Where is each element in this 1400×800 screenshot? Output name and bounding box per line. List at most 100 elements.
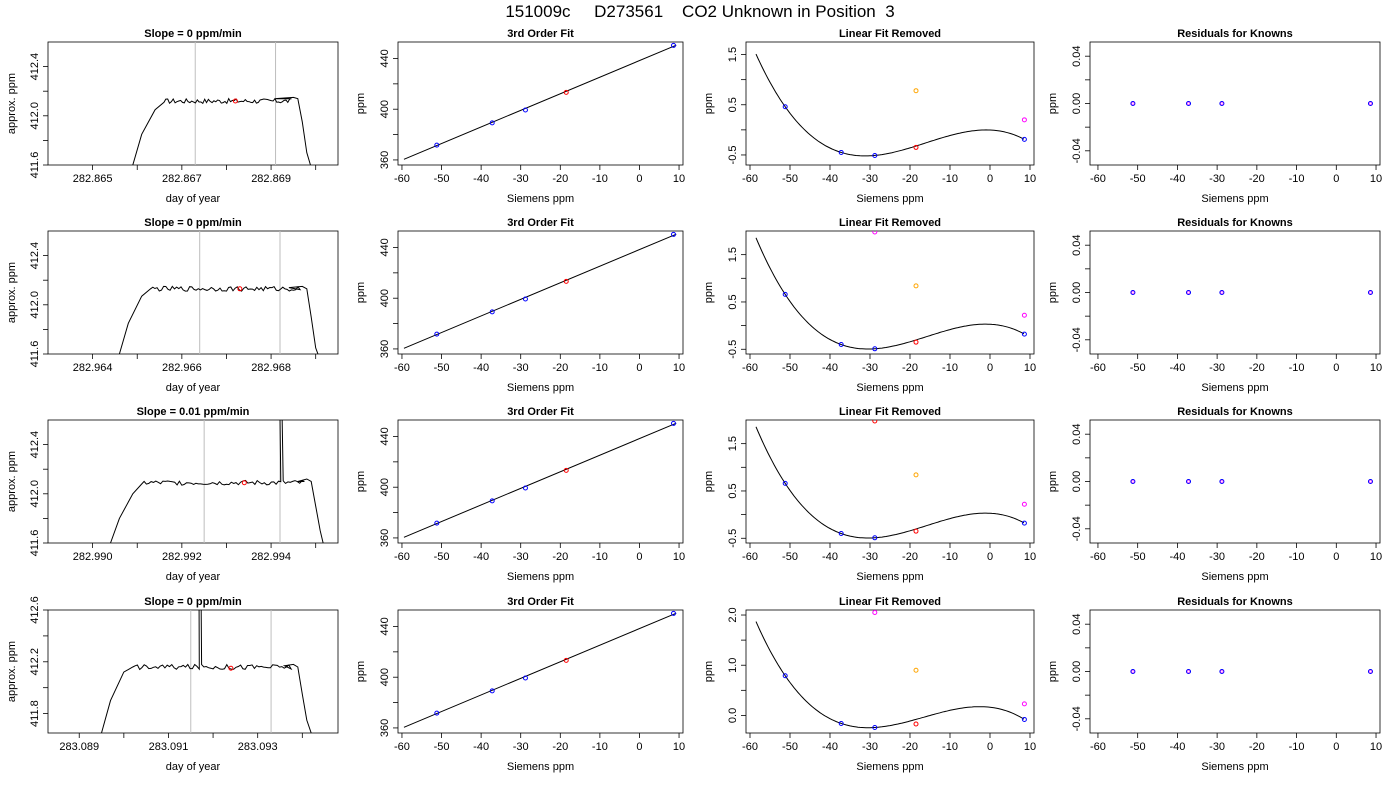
- residual-overlay: [1368, 102, 1372, 106]
- known-point: [489, 688, 495, 694]
- x-tick-label: -10: [1289, 362, 1305, 374]
- x-tick-label: -50: [1130, 362, 1146, 374]
- residual-overlay: [1131, 290, 1135, 294]
- panel-3-1: Slope = 0.01 ppm/min 282.990 282.992 282.99…: [6, 406, 339, 583]
- x-tick-label: -30: [862, 173, 878, 185]
- plot-frame: [745, 609, 1035, 734]
- x-tick-label: -20: [1249, 173, 1265, 185]
- x-tick-label: 0: [636, 741, 642, 753]
- known-point: [1367, 479, 1373, 484]
- x-tick-label: -60: [742, 551, 758, 563]
- extra-point: [1021, 701, 1027, 707]
- residual-overlay: [1187, 669, 1191, 673]
- y-tick-label: -0.04: [1071, 327, 1083, 352]
- y-tick-label: 412.0: [29, 480, 41, 508]
- residual-overlay: [1220, 669, 1224, 673]
- x-tick-label: -50: [434, 551, 450, 563]
- extra-point: [872, 610, 878, 616]
- x-axis-label: day of year: [166, 761, 221, 773]
- plot-frame: [1089, 41, 1381, 166]
- x-tick-label: 0: [636, 551, 642, 563]
- panel-2-2: 3rd Order Fit -60 -50 -40 -30 -20 -10 0 10 360 400…: [355, 217, 685, 394]
- plot-area: [1130, 669, 1373, 674]
- y-tick-label: 411.6: [29, 341, 41, 368]
- fit-line: [403, 422, 677, 538]
- known-point: [1021, 136, 1027, 142]
- y-tick-label: 2.0: [727, 607, 739, 622]
- plot-area: [755, 610, 1027, 730]
- known-point: [1021, 520, 1027, 526]
- x-tick-label: -30: [513, 173, 529, 185]
- x-tick-label: -30: [513, 362, 529, 374]
- unknown-point: [563, 467, 569, 473]
- plot-area: [403, 420, 677, 538]
- x-tick-label: -10: [942, 551, 958, 563]
- x-tick-label: -40: [473, 362, 489, 374]
- x-tick-label: -30: [862, 362, 878, 374]
- x-tick-label: -10: [1289, 741, 1305, 753]
- y-tick-label: 0.04: [1071, 613, 1083, 634]
- y-axis-label: ppm: [1047, 282, 1059, 303]
- plot-area: [101, 610, 312, 733]
- y-axis-label: ppm: [1047, 471, 1059, 492]
- y-axis-label: ppm: [703, 282, 715, 303]
- y-tick-label: 411.8: [29, 700, 41, 727]
- panel-1-3: Linear Fit Removed -60 -50 -40 -30 -20 -10 0 10 -…: [703, 28, 1036, 205]
- panel-1-4: Residuals for Knowns -60 -50 -40 -30 -20 -10 0 1…: [1047, 28, 1382, 205]
- y-tick-label: 0.5: [727, 97, 739, 112]
- unknown-point: [563, 89, 569, 95]
- plot-area: [403, 42, 677, 160]
- x-tick-label: -40: [822, 362, 838, 374]
- plot-area: [403, 231, 677, 349]
- x-tick-label: -40: [822, 173, 838, 185]
- x-tick-label: -30: [1209, 173, 1225, 185]
- x-tick-label: -10: [942, 173, 958, 185]
- x-tick-label: 10: [1024, 551, 1036, 563]
- x-tick-label: -40: [1169, 551, 1185, 563]
- plot-frame: [397, 609, 684, 734]
- known-point: [1130, 669, 1136, 674]
- known-point: [671, 610, 676, 616]
- y-tick-label: 0.0: [727, 708, 739, 723]
- x-axis-label: Siemens ppm: [507, 761, 574, 773]
- x-tick-label: 282.865: [73, 173, 113, 185]
- fit-curve: [755, 426, 1025, 539]
- page-title: 151009c D273561 CO2 Unknown in Position …: [505, 2, 895, 21]
- known-point: [434, 520, 440, 526]
- y-tick-label: 1.0: [727, 658, 739, 673]
- x-tick-label: -30: [1209, 741, 1225, 753]
- known-point: [671, 42, 676, 48]
- y-tick-label: -0.5: [727, 529, 739, 548]
- y-tick-label: 400: [379, 668, 391, 686]
- y-tick-label: 400: [379, 100, 391, 118]
- x-tick-label: -20: [902, 551, 918, 563]
- panel-3-2: 3rd Order Fit -60 -50 -40 -30 -20 -10 0 10 360 400…: [355, 406, 685, 583]
- known-point: [872, 152, 878, 158]
- x-tick-label: -50: [434, 173, 450, 185]
- x-tick-label: 282.867: [162, 173, 202, 185]
- unknown-marker: [232, 98, 238, 104]
- known-point: [1219, 669, 1225, 674]
- panel-2-3: Linear Fit Removed -60 -50 -40 -30 -20 -10 0 10 -…: [703, 217, 1036, 394]
- x-tick-label: -50: [782, 173, 798, 185]
- x-axis-label: Siemens ppm: [507, 382, 574, 394]
- x-tick-label: -30: [1209, 551, 1225, 563]
- x-tick-label: 283.093: [238, 741, 278, 753]
- chart-title: Linear Fit Removed: [839, 596, 941, 608]
- unknown-point: [563, 657, 569, 663]
- known-point: [1367, 101, 1373, 106]
- chart-title: Slope = 0 ppm/min: [144, 596, 242, 608]
- x-tick-label: -10: [592, 173, 608, 185]
- residual-overlay: [1187, 290, 1191, 294]
- known-point: [522, 485, 528, 491]
- fit-line: [403, 44, 677, 160]
- known-point: [434, 710, 440, 716]
- chart-title: 3rd Order Fit: [507, 217, 574, 229]
- x-tick-label: -20: [1249, 741, 1265, 753]
- residual-overlay: [1368, 479, 1372, 483]
- known-point: [1186, 101, 1192, 106]
- x-axis-label: Siemens ppm: [507, 193, 574, 205]
- x-tick-label: 10: [1370, 173, 1382, 185]
- x-tick-label: 10: [1370, 551, 1382, 563]
- x-tick-label: 282.990: [73, 551, 113, 563]
